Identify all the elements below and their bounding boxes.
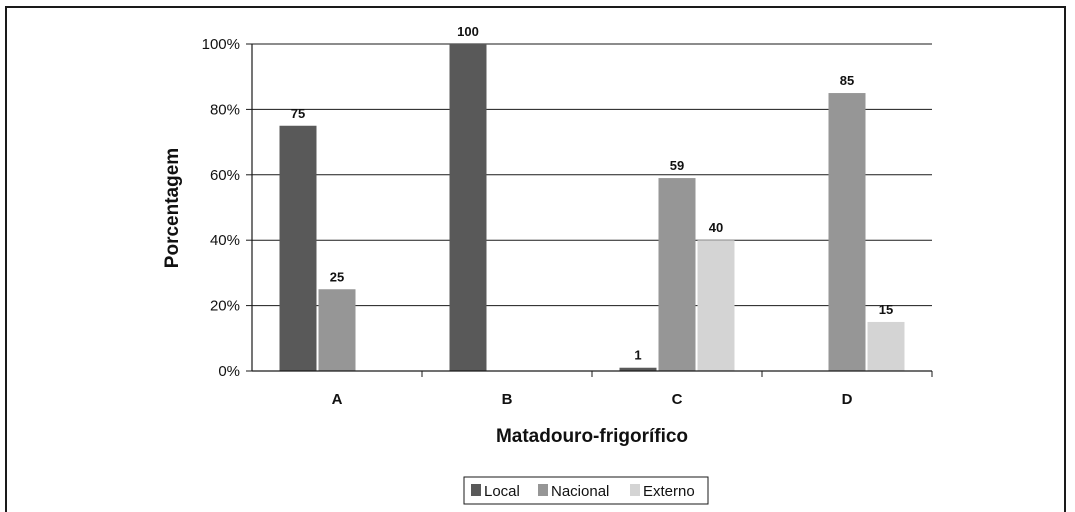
data-labels: 75 25 100 1 59 40 85 15	[291, 24, 893, 363]
data-label: 85	[840, 73, 854, 88]
data-label: 100	[457, 24, 479, 39]
y-tick-label: 100%	[202, 36, 240, 53]
legend-label: Externo	[643, 483, 695, 500]
data-label: 1	[634, 348, 641, 363]
axes-group	[251, 44, 932, 372]
data-label: 75	[291, 106, 305, 121]
bar	[828, 93, 866, 372]
legend: Local Nacional Externo	[463, 476, 709, 505]
x-tick-label: A	[332, 391, 343, 408]
data-label: 40	[709, 220, 723, 235]
bar	[279, 125, 317, 371]
bar	[658, 178, 696, 371]
data-label: 59	[670, 158, 684, 173]
bars-group	[279, 44, 905, 372]
legend-swatch	[471, 484, 481, 496]
tick-labels: 0% 20% 40% 60% 80% 100% A B C D	[202, 36, 853, 408]
bar	[619, 367, 657, 371]
legend-label: Local	[484, 483, 520, 500]
legend-swatch	[538, 484, 548, 496]
legend-label: Nacional	[551, 483, 609, 500]
legend-swatch	[630, 484, 640, 496]
y-axis-title: Porcentagem	[162, 148, 183, 268]
y-tick-label: 20%	[210, 298, 240, 315]
x-tick-label: B	[502, 391, 513, 408]
bar	[318, 289, 356, 371]
data-label: 15	[879, 302, 893, 317]
x-axis-title: Matadouro-frigorífico	[496, 426, 688, 447]
bar	[867, 321, 905, 371]
grid-lines	[246, 43, 933, 377]
y-tick-label: 80%	[210, 101, 240, 118]
x-tick-label: D	[842, 391, 853, 408]
y-tick-label: 60%	[210, 167, 240, 184]
chart-frame	[5, 6, 1066, 512]
data-label: 25	[330, 269, 344, 284]
legend-box	[463, 476, 709, 505]
x-tick-label: C	[672, 391, 683, 408]
y-tick-label: 0%	[218, 363, 240, 380]
bar	[449, 44, 487, 371]
y-tick-label: 40%	[210, 232, 240, 249]
bar	[697, 240, 735, 371]
